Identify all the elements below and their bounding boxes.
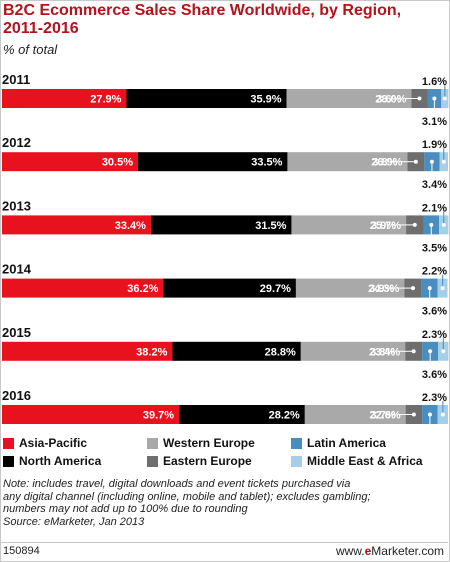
chart-subtitle: % of total <box>3 42 58 57</box>
bar-segment-asia-pacific-2013 <box>2 215 151 235</box>
note-line-1: Note: includes travel, digital downloads… <box>3 478 351 490</box>
value-label-latin-america-2014: 3.6% <box>422 306 447 318</box>
leader-dot-latin-america-2014 <box>427 286 432 291</box>
value-label-asia-pacific-2013: 33.4% <box>115 220 146 232</box>
value-label-western-europe-2016: 22.6% <box>369 410 400 422</box>
leader-dot-eastern-europe-2012 <box>413 159 418 164</box>
bar-segment-western-europe-2014 <box>295 278 405 298</box>
bar-segment-north-america-2011 <box>126 89 287 108</box>
value-label-north-america-2011: 35.9% <box>250 94 281 106</box>
value-label-north-america-2014: 29.7% <box>260 283 291 295</box>
bar-segment-western-europe-2013 <box>291 215 407 235</box>
emarketer-brand-link[interactable]: www.eMarketer.com <box>336 544 444 558</box>
value-label-middle-east-africa-2015: 2.3% <box>422 329 447 341</box>
value-label-western-europe-2012: 26.9% <box>371 157 402 169</box>
value-label-asia-pacific-2014: 36.2% <box>127 283 158 295</box>
value-label-eastern-europe-2016: 3.7% <box>371 410 396 422</box>
value-label-asia-pacific-2011: 27.9% <box>90 94 121 106</box>
value-label-latin-america-2012: 3.4% <box>422 179 447 191</box>
leader-dot-latin-america-2015 <box>428 349 433 354</box>
bar-segment-asia-pacific-2011 <box>2 89 127 108</box>
year-label-2013: 2013 <box>2 198 31 213</box>
value-label-western-europe-2011: 28.0% <box>375 94 406 106</box>
value-label-middle-east-africa-2016: 2.3% <box>422 392 447 404</box>
leader-dot-middle-east-africa-2011 <box>442 96 447 101</box>
value-label-asia-pacific-2015: 38.2% <box>136 346 167 358</box>
bar-segment-north-america-2014 <box>163 278 296 298</box>
value-label-latin-america-2015: 3.6% <box>422 369 447 381</box>
leader-dot-latin-america-2012 <box>429 159 434 164</box>
bar-segment-asia-pacific-2015 <box>2 341 173 361</box>
leader-dot-eastern-europe-2014 <box>410 286 415 291</box>
year-label-2014: 2014 <box>2 262 32 277</box>
bar-segment-asia-pacific-2016 <box>2 405 180 424</box>
value-label-north-america-2015: 28.8% <box>265 346 296 358</box>
year-label-2016: 2016 <box>2 388 31 403</box>
value-label-eastern-europe-2015: 3.8% <box>370 346 395 358</box>
value-label-eastern-europe-2013: 3.9% <box>371 220 396 232</box>
value-label-western-europe-2014: 24.3% <box>368 283 399 295</box>
value-label-north-america-2012: 33.5% <box>251 157 282 169</box>
brand-name: Marketer <box>371 544 418 558</box>
value-label-middle-east-africa-2013: 2.1% <box>422 202 447 214</box>
value-label-eastern-europe-2014: 3.9% <box>369 283 394 295</box>
chart-title: B2C Ecommerce Sales Share Worldwide, by … <box>3 2 402 37</box>
bar-segment-north-america-2016 <box>179 405 305 424</box>
value-label-latin-america-2011: 3.1% <box>422 116 447 128</box>
bar-segment-western-europe-2011 <box>286 89 412 108</box>
value-label-eastern-europe-2012: 3.8% <box>372 157 397 169</box>
value-label-western-europe-2015: 23.4% <box>369 346 400 358</box>
bar-segment-north-america-2012 <box>138 152 288 172</box>
leader-dot-eastern-europe-2011 <box>417 96 422 101</box>
value-label-asia-pacific-2012: 30.5% <box>102 157 133 169</box>
leader-dot-middle-east-africa-2014 <box>440 286 445 291</box>
note-line-2: any digital channel (including online, m… <box>3 490 371 503</box>
bar-segment-western-europe-2015 <box>300 341 406 361</box>
value-label-asia-pacific-2016: 39.7% <box>143 410 174 422</box>
value-label-north-america-2013: 31.5% <box>255 220 286 232</box>
leader-dot-eastern-europe-2013 <box>412 222 417 227</box>
value-label-middle-east-africa-2014: 2.2% <box>422 266 447 278</box>
value-label-middle-east-africa-2012: 1.9% <box>422 139 447 151</box>
leader-dot-middle-east-africa-2016 <box>440 412 445 417</box>
footer-divider <box>0 542 448 543</box>
bar-segment-western-europe-2016 <box>304 405 406 424</box>
value-label-middle-east-africa-2011: 1.6% <box>422 76 447 88</box>
bar-segment-asia-pacific-2014 <box>2 278 164 298</box>
brand-suffix: .com <box>417 544 444 558</box>
value-label-eastern-europe-2011: 3.6% <box>376 94 401 106</box>
leader-dot-latin-america-2013 <box>429 222 434 227</box>
leader-dot-eastern-europe-2016 <box>411 412 416 417</box>
source-line: Source: eMarketer, Jan 2013 <box>3 515 145 528</box>
value-label-latin-america-2013: 3.5% <box>422 242 447 254</box>
bar-segment-asia-pacific-2012 <box>2 152 139 172</box>
year-label-2012: 2012 <box>2 135 31 150</box>
leader-dot-middle-east-africa-2012 <box>441 159 446 164</box>
chart-note: Note: includes travel, digital downloads… <box>3 478 447 528</box>
brand-e: e <box>364 544 372 558</box>
note-line-3: numbers may not add up to 100% due to ro… <box>3 503 248 515</box>
brand-prefix: www. <box>335 544 365 558</box>
year-label-2015: 2015 <box>2 325 31 340</box>
value-label-western-europe-2013: 25.7% <box>370 220 401 232</box>
leader-dot-eastern-europe-2015 <box>411 349 416 354</box>
leader-dot-latin-america-2016 <box>427 412 432 417</box>
leader-dot-middle-east-africa-2015 <box>441 349 446 354</box>
year-label-2011: 2011 <box>2 72 30 87</box>
chart-id: 150894 <box>3 545 40 557</box>
bar-segment-north-america-2013 <box>150 215 292 235</box>
bar-segment-north-america-2015 <box>172 341 301 361</box>
value-label-north-america-2016: 28.2% <box>269 410 300 422</box>
bar-segment-western-europe-2012 <box>287 152 408 172</box>
leader-dot-latin-america-2011 <box>432 96 437 101</box>
leader-dot-middle-east-africa-2013 <box>441 222 446 227</box>
